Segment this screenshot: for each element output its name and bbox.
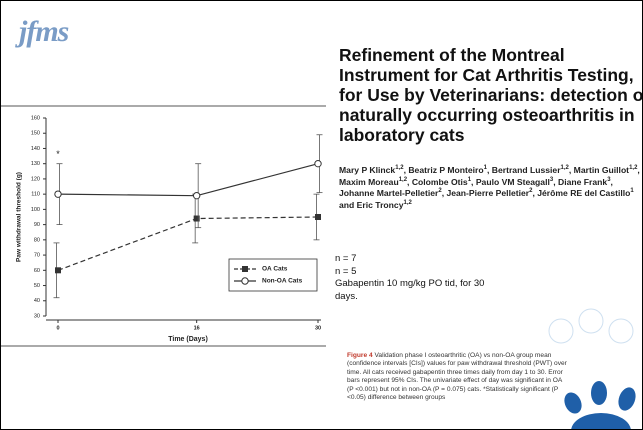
note: n = 7 (335, 253, 485, 266)
marker (315, 214, 321, 220)
author-separator: , (637, 165, 639, 175)
author-affiliation: 1,2 (561, 165, 569, 171)
legend-marker (242, 278, 248, 284)
author-separator: , (471, 177, 473, 187)
marker (315, 160, 321, 166)
x-axis-label: Time (Days) (168, 336, 208, 343)
paw-decoration (561, 381, 639, 430)
y-tick-label: 110 (31, 192, 40, 198)
x-tick-label: 0 (56, 325, 59, 331)
author-name: Martin Guillot (574, 165, 629, 175)
author-separator: , (553, 177, 555, 187)
author-affiliation: 1,2 (399, 177, 407, 183)
caption-label: Figure 4 (347, 352, 373, 359)
author-name: Jérôme RE del Castillo (537, 188, 630, 198)
author-name: Beatriz P Monteiro (408, 165, 483, 175)
author-name: Mary P Klinck (339, 165, 395, 175)
author-list: Mary P Klinck1,2, Beatriz P Monteiro1, B… (339, 165, 643, 211)
author-separator: , (407, 177, 409, 187)
marker (194, 216, 200, 222)
legend-label: OA Cats (262, 266, 288, 273)
legend-label: Non-OA Cats (262, 278, 303, 285)
note: n = 5 (335, 266, 485, 279)
journal-logo: jfms (19, 15, 68, 49)
marker (55, 267, 61, 273)
author-separator: , (442, 188, 444, 198)
author-name: Jean-Pierre Pelletier (446, 188, 529, 198)
y-tick-label: 100 (31, 207, 40, 213)
annotation: * (56, 149, 60, 159)
figure-caption: Figure 4 Validation phase I osteoarthrit… (347, 352, 569, 402)
caption-text: Validation phase I osteoarthritic (OA) v… (347, 352, 567, 401)
y-axis-label: Paw withdrawal threshold (g) (16, 172, 23, 262)
author-name: Colombe Otis (412, 177, 468, 187)
y-tick-label: 50 (34, 283, 40, 289)
paper-title: Refinement of the Montreal Instrument fo… (339, 45, 643, 145)
author-name: Paulo VM Steagall (476, 177, 550, 187)
y-tick-label: 140 (31, 146, 40, 152)
y-tick-label: 120 (31, 176, 40, 182)
author-name: Bertrand Lussier (492, 165, 561, 175)
author-separator: , (611, 177, 613, 187)
author-affiliation: 1,2 (395, 165, 403, 171)
legend-marker (242, 266, 248, 272)
y-tick-label: 150 (31, 131, 40, 137)
y-tick-label: 90 (34, 222, 40, 228)
x-tick-label: 16 (194, 325, 200, 331)
note: Gabapentin 10 mg/kg PO tid, for 30 days. (335, 278, 485, 303)
author-name: Johanne Martel-Pelletier (339, 188, 438, 198)
author-name: and Eric Troncy (339, 200, 403, 210)
series-line (58, 164, 318, 196)
y-tick-label: 30 (34, 313, 40, 319)
author-affiliation: 1,2 (403, 200, 411, 206)
author-affiliation: 1 (630, 188, 633, 194)
author-separator: , (569, 165, 571, 175)
x-tick-label: 30 (315, 325, 321, 331)
y-tick-label: 160 (31, 115, 40, 121)
y-tick-label: 70 (34, 253, 40, 259)
slide: 30 40 50 60 70 80 90 100 110 120 130 140 150 160 0 16 30… (0, 0, 643, 430)
paw-outline (549, 309, 633, 343)
y-tick-label: 80 (34, 237, 40, 243)
marker (193, 192, 199, 198)
y-tick-label: 40 (34, 298, 40, 304)
author-separator: , (487, 165, 489, 175)
legend-box (229, 259, 317, 291)
author-separator: , (532, 188, 534, 198)
author-separator: , (404, 165, 406, 175)
marker (55, 191, 61, 197)
y-tick-label: 130 (31, 161, 40, 167)
author-name: Maxim Moreau (339, 177, 399, 187)
author-name: Diane Frank (558, 177, 607, 187)
y-tick-label: 60 (34, 268, 40, 274)
